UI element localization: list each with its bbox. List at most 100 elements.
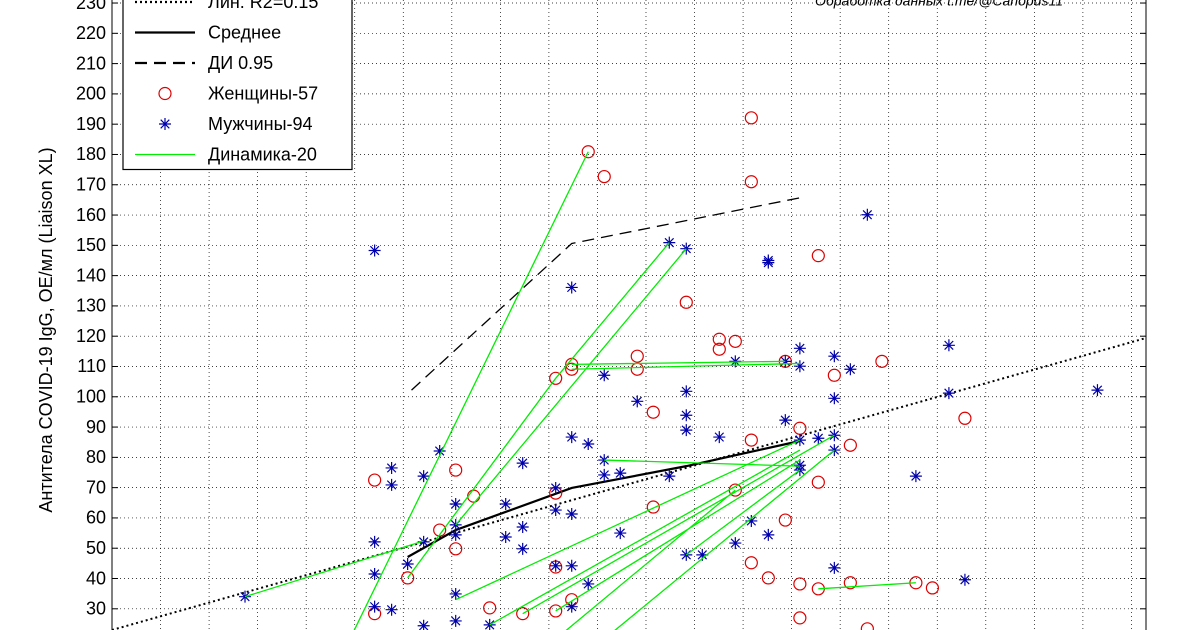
- point: [958, 573, 971, 586]
- series-line: [411, 197, 801, 391]
- series-line: [244, 151, 916, 630]
- y-tick-label: 100: [76, 387, 106, 407]
- point: [598, 468, 611, 481]
- point: [449, 614, 462, 627]
- point: [598, 454, 611, 467]
- point: [713, 431, 726, 444]
- point: [516, 521, 529, 534]
- point: [861, 208, 874, 221]
- point: [646, 405, 660, 419]
- point: [549, 504, 562, 517]
- point: [712, 342, 726, 356]
- point: [860, 622, 874, 630]
- y-tick-label: 30: [86, 599, 106, 619]
- point: [712, 332, 726, 346]
- point: [499, 498, 512, 510]
- point: [597, 169, 611, 184]
- y-tick-label: 50: [86, 538, 106, 558]
- point: [449, 542, 463, 556]
- legend-label: Среднее: [208, 22, 281, 42]
- series-line: [407, 439, 801, 558]
- legend-label: Лин. R2=0.15: [208, 0, 318, 12]
- y-tick-label: 190: [76, 114, 106, 134]
- point: [745, 514, 758, 527]
- point: [614, 527, 627, 540]
- point: [449, 528, 462, 541]
- point: [1091, 384, 1104, 397]
- y-tick-label: 80: [86, 447, 106, 467]
- point: [793, 577, 807, 591]
- annotation: Обработка данных t.me/@Canopus11: [815, 0, 1063, 9]
- y-tick-label: 110: [77, 356, 106, 376]
- legend-label: Мужчины-94: [208, 114, 313, 134]
- y-tick-label: 40: [86, 568, 106, 588]
- point: [843, 576, 857, 590]
- point: [483, 618, 496, 630]
- point: [368, 244, 381, 257]
- point: [582, 577, 595, 590]
- point: [516, 457, 529, 470]
- point: [565, 431, 578, 444]
- point: [942, 339, 955, 352]
- point: [828, 392, 841, 405]
- point: [793, 611, 807, 625]
- point: [680, 409, 693, 422]
- point: [417, 535, 430, 548]
- point: [630, 349, 644, 363]
- point: [679, 295, 693, 309]
- point: [417, 619, 430, 630]
- point: [744, 433, 758, 447]
- point: [696, 548, 709, 561]
- point: [565, 600, 578, 613]
- y-axis-label: Антитела COVID-19 IgG, ОЕ/мл (Liaison XL…: [36, 147, 56, 512]
- point: [565, 559, 578, 572]
- legend: Лин. R2=0.15 Среднее ДИ 0.95 Женщины-57 Мужч…: [122, 0, 353, 171]
- point: [663, 470, 676, 483]
- point: [744, 175, 758, 189]
- point: [449, 587, 462, 600]
- ticks: 30 40 50 60 70 80 90 100 110 120 130 140 150 160 170 18…: [76, 0, 1146, 619]
- point: [778, 513, 792, 527]
- point: [368, 535, 381, 548]
- point: [779, 414, 792, 427]
- point: [793, 434, 806, 447]
- point: [680, 242, 693, 255]
- point: [565, 507, 578, 520]
- point: [925, 581, 940, 595]
- point: [516, 542, 529, 555]
- point: [844, 363, 857, 376]
- point: [401, 571, 415, 585]
- point: [582, 438, 595, 451]
- point: [779, 355, 792, 368]
- point: [828, 429, 841, 442]
- point: [581, 145, 595, 159]
- y-tick-label: 170: [76, 175, 106, 195]
- point: [598, 369, 611, 382]
- legend-label: ДИ 0.95: [208, 53, 273, 73]
- point: [401, 557, 414, 570]
- point: [614, 467, 627, 480]
- legend-label: Женщины-57: [208, 83, 318, 103]
- point: [811, 475, 825, 489]
- y-tick-label: 130: [76, 296, 106, 316]
- point: [793, 342, 806, 355]
- point: [549, 371, 563, 385]
- y-tick-label: 70: [86, 477, 106, 497]
- point: [433, 523, 447, 537]
- point: [828, 561, 841, 574]
- y-tick-label: 220: [76, 23, 106, 43]
- point: [385, 461, 398, 474]
- point: [762, 256, 775, 269]
- point: [646, 500, 660, 514]
- point: [958, 411, 972, 425]
- point: [549, 604, 563, 618]
- point: [811, 249, 825, 263]
- y-tick-label: 140: [76, 265, 106, 285]
- point: [239, 590, 252, 603]
- point: [828, 350, 841, 363]
- point: [368, 600, 381, 613]
- legend-box: [122, 0, 353, 171]
- point: [368, 473, 382, 487]
- point: [744, 111, 758, 125]
